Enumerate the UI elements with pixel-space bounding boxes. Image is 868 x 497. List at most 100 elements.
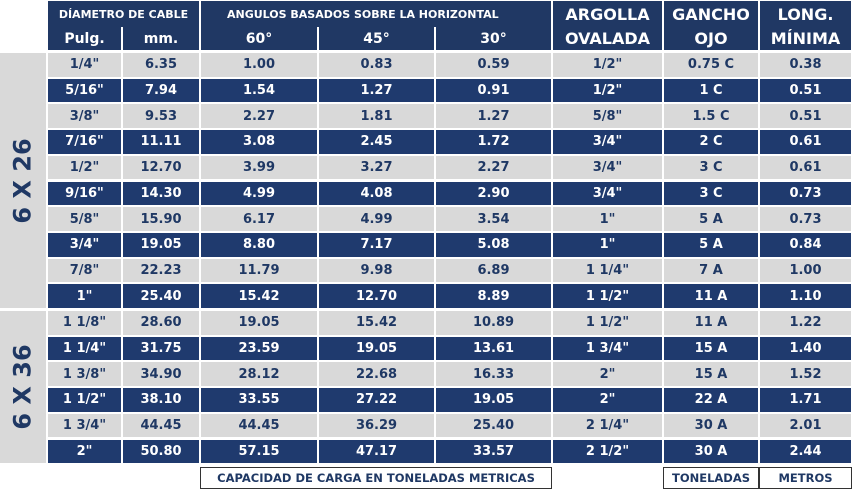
table-cell: 5 A — [664, 207, 758, 231]
table-cell: 4.99 — [319, 207, 434, 231]
table-cell: 0.83 — [319, 53, 434, 77]
table-cell: 0.84 — [760, 232, 851, 257]
table-cell: 44.45 — [123, 413, 199, 438]
table-cell: 0.61 — [760, 130, 851, 154]
table-cell: 7/8" — [48, 258, 121, 283]
table-cell: 1.54 — [201, 78, 317, 103]
table-cell: 2" — [553, 362, 662, 387]
table-cell: 11.79 — [201, 258, 317, 283]
table-cell: 57.15 — [201, 439, 317, 464]
table-cell: 6.17 — [201, 207, 317, 231]
table-cell: 3 C — [664, 181, 758, 206]
table-cell: 10.89 — [436, 311, 551, 335]
table-cell: 4.99 — [201, 181, 317, 206]
table-cell: 1 3/8" — [48, 362, 121, 387]
table-cell: 5/8" — [48, 207, 121, 231]
table-cell: 15.42 — [319, 311, 434, 335]
table-cell: 25.40 — [123, 284, 199, 308]
table-cell: 9.98 — [319, 258, 434, 283]
column-header: 30° — [436, 27, 551, 50]
table-cell: 15.42 — [201, 284, 317, 308]
table-cell: 1.10 — [760, 284, 851, 308]
table-cell: 2.90 — [436, 181, 551, 206]
table-cell: 15.90 — [123, 207, 199, 231]
table-cell: 9/16" — [48, 181, 121, 206]
table-cell: 5/8" — [553, 104, 662, 129]
table-cell: 3/8" — [48, 104, 121, 129]
table-cell: 1 1/2" — [48, 388, 121, 412]
table-cell: 1.27 — [436, 104, 551, 129]
table-cell: 3.54 — [436, 207, 551, 231]
footer-cell: METROS — [759, 467, 852, 490]
table-cell: 19.05 — [319, 336, 434, 361]
table-cell: 7.94 — [123, 78, 199, 103]
table-cell: 5/16" — [48, 78, 121, 103]
table-cell: 3/4" — [553, 155, 662, 180]
table-cell: 19.05 — [123, 232, 199, 257]
table-cell: 22 A — [664, 388, 758, 412]
table-cell: 2" — [48, 439, 121, 464]
table-cell: 1 1/2" — [553, 311, 662, 335]
table-cell: 1.00 — [760, 258, 851, 283]
table-cell: 50.80 — [123, 439, 199, 464]
table-cell: 0.61 — [760, 155, 851, 180]
footer-cell: CAPACIDAD DE CARGA EN TONELADAS METRICAS — [200, 467, 552, 490]
table-cell: 1/2" — [553, 78, 662, 103]
table-cell: 30 A — [664, 413, 758, 438]
table-cell: 15 A — [664, 362, 758, 387]
column-header: 60° — [201, 27, 317, 50]
table-cell: 11 A — [664, 311, 758, 335]
table-cell: 0.75 C — [664, 53, 758, 77]
table-cell: 1" — [48, 284, 121, 308]
table-cell: 36.29 — [319, 413, 434, 438]
table-cell: 2 C — [664, 130, 758, 154]
table-cell: 8.80 — [201, 232, 317, 257]
table-cell: 3.99 — [201, 155, 317, 180]
column-header: 45° — [319, 27, 434, 50]
table-cell: 11.11 — [123, 130, 199, 154]
table-cell: 3.27 — [319, 155, 434, 180]
table-cell: 31.75 — [123, 336, 199, 361]
table-cell: 23.59 — [201, 336, 317, 361]
column-header: Pulg. — [48, 27, 121, 50]
column-header: LONG. — [760, 1, 851, 27]
table-cell: 5 A — [664, 232, 758, 257]
table-cell: 30 A — [664, 439, 758, 464]
table-cell: 38.10 — [123, 388, 199, 412]
table-cell: 1 1/4" — [553, 258, 662, 283]
table-cell: 1/4" — [48, 53, 121, 77]
table-cell: 7/16" — [48, 130, 121, 154]
table-cell: 28.60 — [123, 311, 199, 335]
table-cell: 15 A — [664, 336, 758, 361]
table-cell: 6.35 — [123, 53, 199, 77]
table-cell: 0.73 — [760, 207, 851, 231]
table-cell: 11 A — [664, 284, 758, 308]
table-cell: 2 1/2" — [553, 439, 662, 464]
table-cell: 2.01 — [760, 413, 851, 438]
table-cell: 1.00 — [201, 53, 317, 77]
table-cell: 5.08 — [436, 232, 551, 257]
table-cell: 1.5 C — [664, 104, 758, 129]
table-cell: 9.53 — [123, 104, 199, 129]
table-cell: 14.30 — [123, 181, 199, 206]
column-header: MÍNIMA — [760, 27, 851, 50]
group-label-text: 6 X 36 — [9, 344, 37, 430]
table-cell: 0.51 — [760, 104, 851, 129]
table-cell: 0.73 — [760, 181, 851, 206]
table-cell: 2" — [553, 388, 662, 412]
table-cell: 25.40 — [436, 413, 551, 438]
table-cell: 22.23 — [123, 258, 199, 283]
column-header: ARGOLLA — [553, 1, 662, 27]
header-cell: DÍAMETRO DE CABLE — [48, 1, 199, 27]
table-cell: 27.22 — [319, 388, 434, 412]
table-cell: 1/2" — [553, 53, 662, 77]
table-cell: 1.52 — [760, 362, 851, 387]
table-cell: 8.89 — [436, 284, 551, 308]
table-cell: 1 C — [664, 78, 758, 103]
table-cell: 2.45 — [319, 130, 434, 154]
column-header: OVALADA — [553, 27, 662, 50]
table-cell: 16.33 — [436, 362, 551, 387]
table-cell: 47.17 — [319, 439, 434, 464]
table-cell: 33.57 — [436, 439, 551, 464]
table-cell: 0.38 — [760, 53, 851, 77]
